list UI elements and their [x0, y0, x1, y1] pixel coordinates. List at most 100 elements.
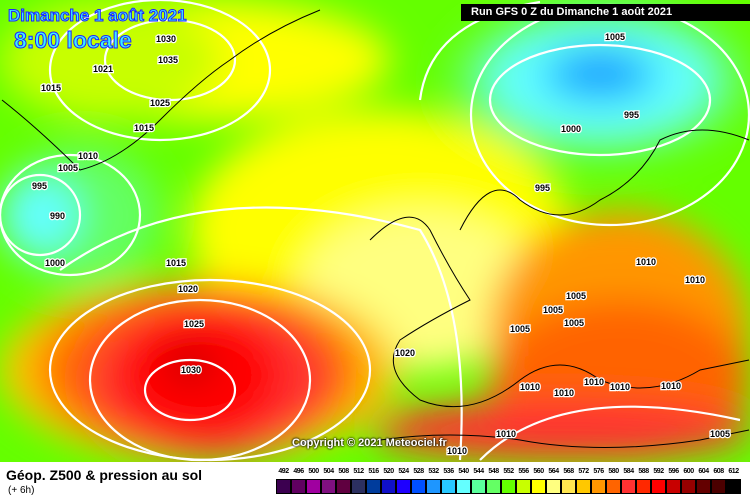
isobar-label: 1015	[41, 83, 61, 93]
legend-swatch	[276, 479, 291, 494]
legend-swatch	[321, 479, 336, 494]
legend-label: 592	[653, 468, 664, 475]
legend-swatch	[471, 479, 486, 494]
legend-label: 568	[563, 468, 574, 475]
legend-cell: 596	[666, 465, 681, 494]
isobar-label: 1005	[543, 305, 563, 315]
legend-swatch	[351, 479, 366, 494]
legend-swatch	[696, 479, 711, 494]
legend-label: 528	[413, 468, 424, 475]
legend-swatch	[336, 479, 351, 494]
model-run-label: Run GFS 0 Z du Dimanche 1 août 2021	[461, 4, 750, 21]
legend-swatch	[606, 479, 621, 494]
legend-label: 564	[548, 468, 559, 475]
legend-label: 504	[323, 468, 334, 475]
legend-swatch	[531, 479, 546, 494]
legend-label: 596	[668, 468, 679, 475]
legend-cell: 576	[591, 465, 606, 494]
legend-swatch	[651, 479, 666, 494]
legend-cell: 612	[726, 465, 741, 494]
isobar-label: 995	[624, 110, 639, 120]
forecast-step: (+ 6h)	[8, 485, 35, 496]
legend-swatch	[666, 479, 681, 494]
legend-label: 584	[623, 468, 634, 475]
isobar-label: 1025	[150, 98, 170, 108]
isobar-label: 1005	[710, 429, 730, 439]
legend-swatch	[576, 479, 591, 494]
legend-cell: 544	[471, 465, 486, 494]
legend-swatch	[591, 479, 606, 494]
legend-swatch	[381, 479, 396, 494]
legend-swatch	[516, 479, 531, 494]
legend-label: 556	[518, 468, 529, 475]
legend-cell: 580	[606, 465, 621, 494]
legend-swatch	[636, 479, 651, 494]
legend-swatch	[366, 479, 381, 494]
isobar-label: 1025	[184, 319, 204, 329]
legend-swatch	[726, 479, 741, 494]
legend-cell: 564	[546, 465, 561, 494]
legend-cell: 592	[651, 465, 666, 494]
legend-label: 552	[503, 468, 514, 475]
color-legend: 492 496 500 504 508 512 516 520 524 528 532 536 540 5…	[276, 465, 741, 494]
legend-swatch	[486, 479, 501, 494]
isobar-label: 1020	[178, 284, 198, 294]
legend-cell: 556	[516, 465, 531, 494]
legend-swatch	[456, 479, 471, 494]
legend-label: 524	[398, 468, 409, 475]
isobar-label: 1010	[636, 257, 656, 267]
legend-cell: 552	[501, 465, 516, 494]
isobar-label: 1005	[605, 32, 625, 42]
legend-cell: 604	[696, 465, 711, 494]
isobar-label: 1010	[447, 446, 467, 456]
legend-cell: 608	[711, 465, 726, 494]
isobar-label: 1021	[93, 64, 113, 74]
legend-swatch	[621, 479, 636, 494]
legend-swatch	[441, 479, 456, 494]
isobar-label: 995	[535, 183, 550, 193]
legend-label: 576	[593, 468, 604, 475]
legend-swatch	[561, 479, 576, 494]
legend-cell: 496	[291, 465, 306, 494]
legend-label: 540	[458, 468, 469, 475]
legend-cell: 528	[411, 465, 426, 494]
legend-cell: 588	[636, 465, 651, 494]
legend-label: 612	[728, 468, 739, 475]
isobar-label: 995	[32, 181, 47, 191]
legend-label: 544	[473, 468, 484, 475]
coastlines	[1, 9, 750, 448]
footer: Géop. Z500 & pression au sol (+ 6h) 492 4…	[0, 462, 750, 500]
isobar-label: 1015	[166, 258, 186, 268]
legend-cell: 512	[351, 465, 366, 494]
isobar-label: 1005	[510, 324, 530, 334]
legend-label: 572	[578, 468, 589, 475]
legend-swatch	[426, 479, 441, 494]
legend-swatch	[306, 479, 321, 494]
legend-cell: 540	[456, 465, 471, 494]
legend-cell: 504	[321, 465, 336, 494]
legend-cell: 508	[336, 465, 351, 494]
legend-swatch	[501, 479, 516, 494]
legend-label: 548	[488, 468, 499, 475]
legend-cell: 524	[396, 465, 411, 494]
isobar-label: 1005	[566, 291, 586, 301]
legend-label: 532	[428, 468, 439, 475]
isobar-label: 1020	[395, 348, 415, 358]
legend-cell: 560	[531, 465, 546, 494]
legend-cell: 516	[366, 465, 381, 494]
legend-label: 588	[638, 468, 649, 475]
legend-cell: 500	[306, 465, 321, 494]
isobar-label: 1030	[181, 365, 201, 375]
legend-swatch	[291, 479, 306, 494]
legend-label: 512	[353, 468, 364, 475]
legend-label: 600	[683, 468, 694, 475]
legend-cell: 548	[486, 465, 501, 494]
legend-label: 496	[293, 468, 304, 475]
isobar-label: 1010	[554, 388, 574, 398]
legend-cell: 492	[276, 465, 291, 494]
isobar-label: 1035	[158, 55, 178, 65]
product-title: Géop. Z500 & pression au sol	[6, 467, 203, 483]
weather-map: 1030 1035 1021 1015 1025 1015 1010 1005 995 990 10…	[0, 0, 750, 462]
isobar-label: 1010	[610, 382, 630, 392]
isobar-label: 1010	[661, 381, 681, 391]
